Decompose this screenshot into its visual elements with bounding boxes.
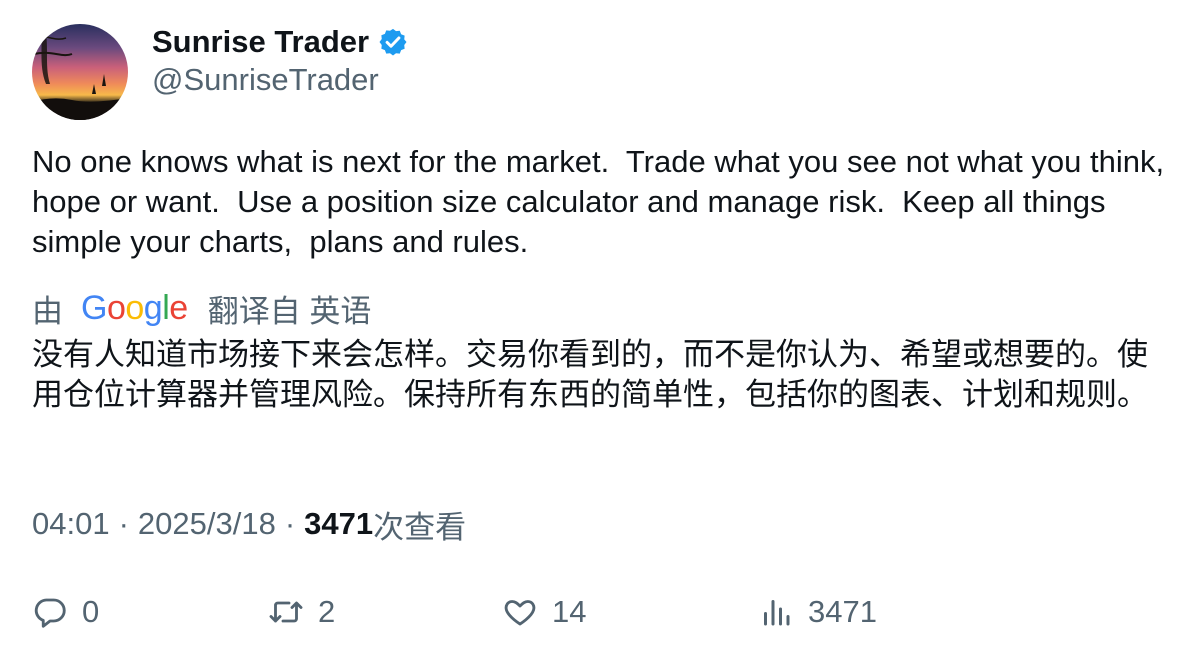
retweet-count: 2	[318, 594, 336, 629]
verified-badge-icon[interactable]	[378, 27, 408, 57]
tweet-time[interactable]: 04:01	[32, 506, 110, 541]
tweet-text: No one knows what is next for the market…	[32, 144, 1173, 259]
like-button[interactable]: 14	[502, 590, 586, 634]
translated-text: 没有人知道市场接下来会怎样。交易你看到的，而不是你认为、希望或想要的。使用仓位计…	[32, 337, 1148, 413]
views-button[interactable]: 3471	[758, 590, 877, 634]
retweet-icon	[269, 601, 303, 623]
author-display-name[interactable]: Sunrise Trader	[152, 24, 370, 59]
meta-separator: ·	[118, 506, 129, 541]
sunset-landscape-avatar-icon	[32, 24, 128, 120]
author-name-row: Sunrise Trader	[152, 22, 408, 62]
avatar[interactable]	[32, 24, 128, 120]
retweet-button[interactable]: 2	[268, 590, 335, 634]
author-handle[interactable]: @SunriseTrader	[152, 62, 379, 97]
analytics-bar-chart-icon	[764, 600, 790, 626]
meta-separator: ·	[284, 506, 296, 541]
reply-button[interactable]: 0	[32, 590, 99, 634]
views-count: 3471	[304, 506, 374, 541]
heart-icon	[504, 600, 536, 626]
tweet-meta: 04:01 · 2025/3/18 · 3471 次查看	[32, 504, 467, 545]
tweet-date[interactable]: 2025/3/18	[137, 506, 276, 541]
translation-prefix: 由	[32, 293, 63, 329]
views-label: 次查看	[373, 509, 467, 545]
translation-suffix: 翻译自 英语	[207, 293, 372, 329]
reply-count: 0	[82, 594, 100, 629]
like-count: 14	[552, 594, 587, 629]
reply-icon	[34, 598, 66, 628]
views-action-count: 3471	[808, 594, 877, 629]
action-bar: 0 2 14 3471	[32, 590, 1172, 634]
